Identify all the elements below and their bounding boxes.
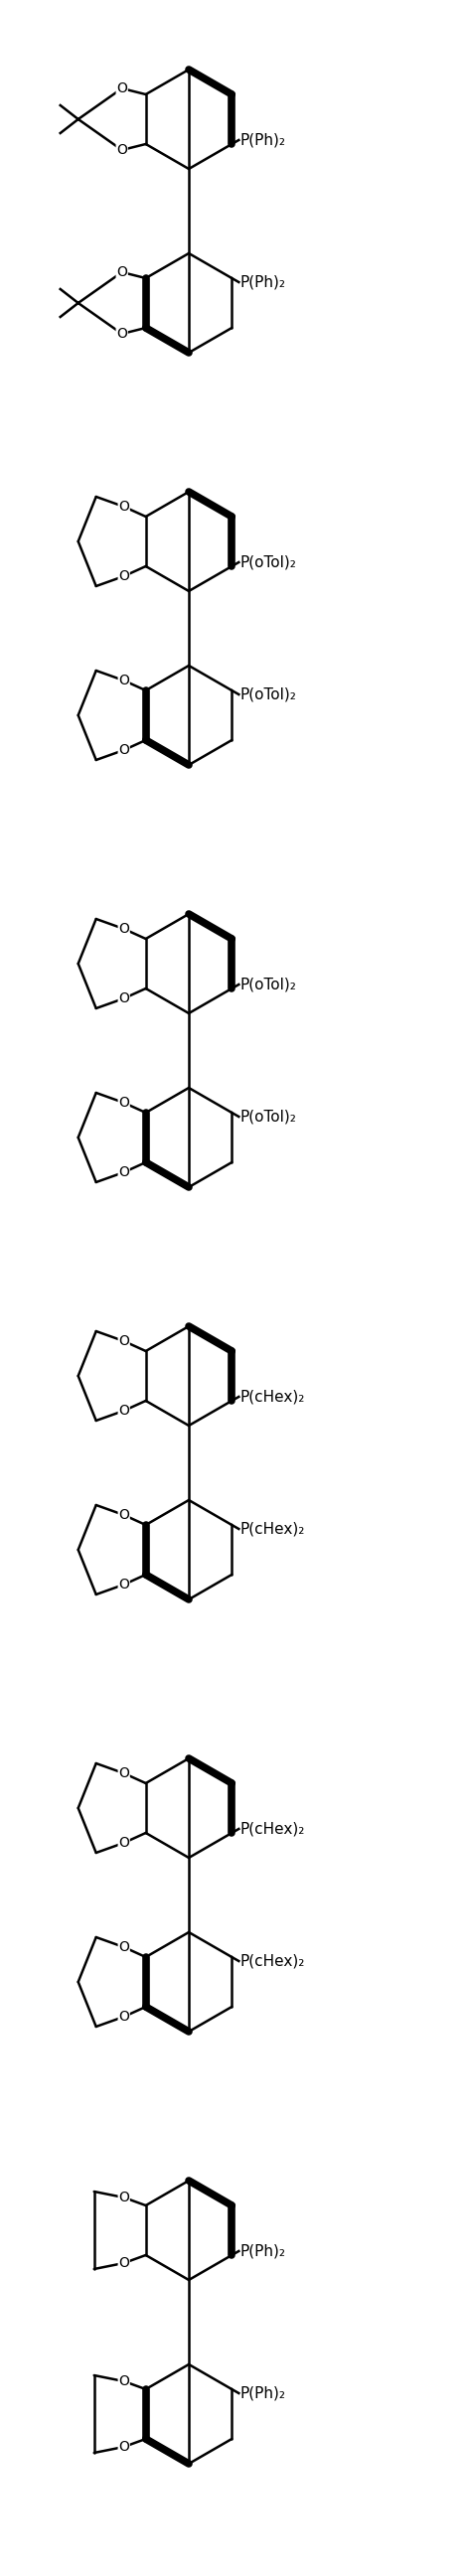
- Text: O: O: [119, 2439, 129, 2455]
- Text: O: O: [119, 500, 129, 513]
- Text: O: O: [119, 2375, 129, 2388]
- Text: O: O: [119, 2009, 129, 2025]
- Text: P(cHex)₂: P(cHex)₂: [240, 1522, 305, 1535]
- Text: P(cHex)₂: P(cHex)₂: [240, 1953, 305, 1968]
- Text: P(cHex)₂: P(cHex)₂: [240, 1388, 305, 1404]
- Text: O: O: [116, 82, 127, 95]
- Text: O: O: [119, 672, 129, 688]
- Text: O: O: [119, 992, 129, 1005]
- Text: O: O: [119, 1334, 129, 1347]
- Text: P(Ph)₂: P(Ph)₂: [240, 276, 286, 289]
- Text: P(cHex)₂: P(cHex)₂: [240, 1821, 305, 1837]
- Text: O: O: [119, 2257, 129, 2269]
- Text: P(Ph)₂: P(Ph)₂: [240, 131, 286, 147]
- Text: O: O: [116, 265, 127, 278]
- Text: O: O: [119, 569, 129, 582]
- Text: O: O: [119, 1095, 129, 1110]
- Text: O: O: [119, 1164, 129, 1180]
- Text: O: O: [119, 2190, 129, 2205]
- Text: P(oTol)₂: P(oTol)₂: [240, 688, 296, 701]
- Text: O: O: [116, 327, 127, 340]
- Text: O: O: [116, 144, 127, 157]
- Text: O: O: [119, 1837, 129, 1850]
- Text: O: O: [119, 1404, 129, 1417]
- Text: P(oTol)₂: P(oTol)₂: [240, 1110, 296, 1123]
- Text: O: O: [119, 1767, 129, 1780]
- Text: O: O: [119, 1940, 129, 1955]
- Text: P(oTol)₂: P(oTol)₂: [240, 976, 296, 992]
- Text: O: O: [119, 1577, 129, 1592]
- Text: O: O: [119, 742, 129, 757]
- Text: O: O: [119, 922, 129, 935]
- Text: O: O: [119, 1507, 129, 1522]
- Text: P(Ph)₂: P(Ph)₂: [240, 2244, 286, 2259]
- Text: P(oTol)₂: P(oTol)₂: [240, 554, 296, 569]
- Text: P(Ph)₂: P(Ph)₂: [240, 2385, 286, 2401]
